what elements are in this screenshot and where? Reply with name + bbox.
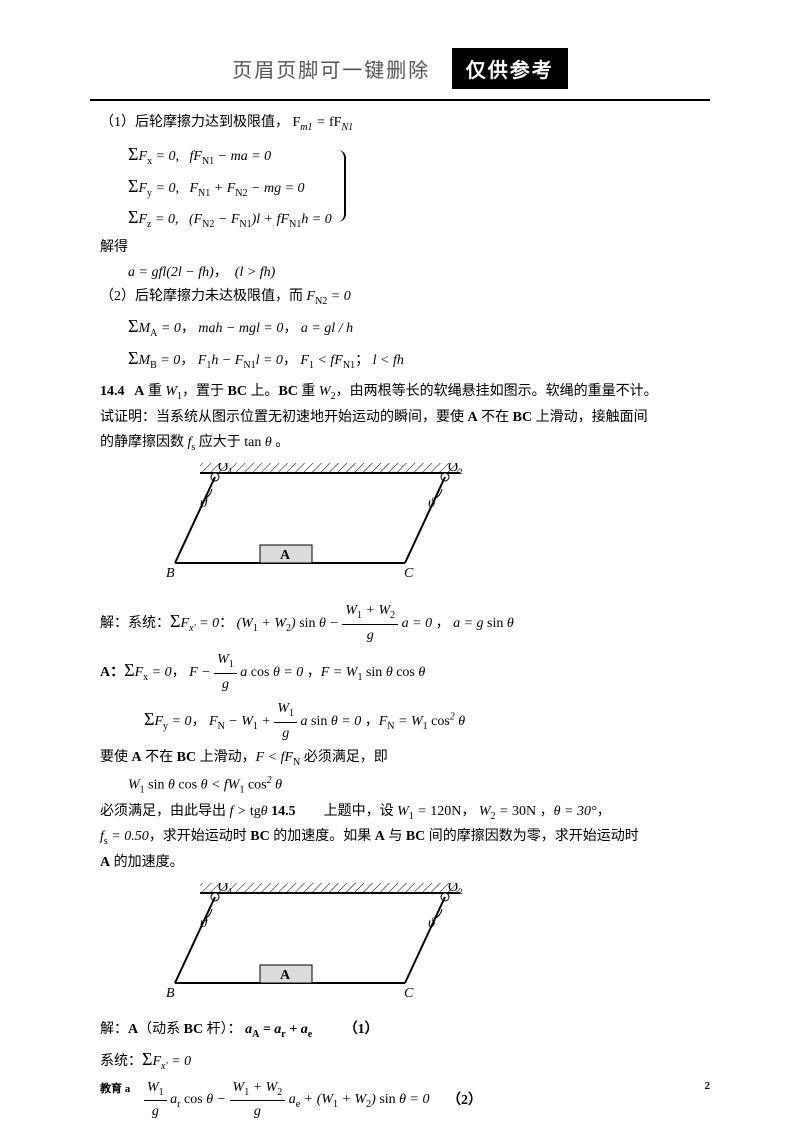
- header-badge: 仅供参考: [452, 48, 568, 89]
- figure-14-4: A ϑ ϑ O₁ O₂ B C: [160, 463, 490, 583]
- eq-tag-1: （1）: [344, 1022, 379, 1037]
- p144-A-fy: ΣFy = 0， FN − W1 + W1g a sin θ = 0 ，FN =…: [100, 698, 710, 745]
- svg-text:O₂: O₂: [448, 883, 463, 895]
- text: （2）后轮摩擦力未达极限值，而: [100, 289, 303, 304]
- svg-text:B: B: [166, 566, 175, 581]
- brace-icon: [338, 150, 346, 222]
- eq-fy: ΣFy = 0, FN1 + FN2 − mg = 0: [128, 172, 332, 202]
- page-content: （1）后轮摩擦力达到极限值， Fm1 = fFN1 ΣFx = 0, fFN1 …: [100, 110, 710, 1126]
- p144-intro: 14.4 A 重 W1，置于 BC 上。BC 重 W2，由两根等长的软绳悬挂如图…: [100, 381, 710, 455]
- svg-text:A: A: [280, 968, 291, 983]
- eq-mb: ΣMB = 0， F1h − FN1l = 0， F1 < fFN1； l < …: [100, 344, 710, 374]
- sec1-line1: （1）后轮摩擦力达到极限值， Fm1 = fFN1: [100, 112, 710, 136]
- svg-text:A: A: [280, 548, 291, 563]
- equation: Fm1 = fFN1: [293, 115, 354, 130]
- svg-text:B: B: [166, 986, 175, 1001]
- eq-fx: ΣFx = 0, fFN1 − ma = 0: [128, 140, 332, 170]
- p144-sys: 解：系统：ΣFx' = 0： (W1 + W2) sin θ − W1 + W2…: [100, 600, 710, 647]
- svg-text:C: C: [404, 566, 414, 581]
- sec1-line2: （2）后轮摩擦力未达极限值，而 FN2 = 0: [100, 286, 710, 310]
- p144-cond3: W1 sin θ cos θ < fW1 cos2 θ: [100, 773, 710, 798]
- text: （1）后轮摩擦力达到极限值，: [100, 115, 289, 130]
- svg-text:ϑ: ϑ: [200, 916, 208, 931]
- svg-text:ϑ: ϑ: [428, 916, 436, 931]
- figure-14-5: A ϑ ϑ O₁ O₂ B C: [160, 883, 490, 1003]
- p145-line3: A 的加速度。: [100, 852, 710, 874]
- p145-sys: 系统：ΣFx' = 0: [100, 1045, 710, 1075]
- footer-page-number: 2: [705, 1080, 711, 1096]
- p144-A-fx: A：ΣFx = 0， F − W1g a cos θ = 0 ，F = W1 s…: [100, 649, 710, 696]
- header-title: 页眉页脚可一键删除: [232, 54, 430, 83]
- p145-line2: fs = 0.50，求开始运动时 BC 的加速度。如果 A 与 BC 间的摩擦因…: [100, 826, 710, 850]
- footer-left: 教育 a: [100, 1080, 130, 1096]
- p144-cond1: 要使 A 不在 BC 上滑动，F < fFN 必须满足，即: [100, 747, 710, 771]
- svg-text:O₁: O₁: [218, 883, 233, 895]
- page-footer: 教育 a 2: [100, 1080, 710, 1096]
- svg-text:ϑ: ϑ: [200, 496, 208, 511]
- solved-label: 解得: [100, 237, 710, 259]
- svg-text:O₂: O₂: [448, 463, 463, 475]
- svg-text:ϑ: ϑ: [428, 496, 436, 511]
- equation: FN2 = 0: [307, 289, 351, 304]
- p145-sol: 解：A（动系 BC 杆）： aA = ar + ae （1）: [100, 1019, 710, 1043]
- svg-text:C: C: [404, 986, 414, 1001]
- p144-cond4: 必须满足，由此导出 f > tgθ 14.5 上题中，设 W1 = 120N， …: [100, 801, 710, 825]
- svg-text:O₁: O₁: [218, 463, 233, 475]
- eq-ma: ΣMA = 0， mah − mgl = 0， a = gl / h: [100, 312, 710, 342]
- sec1-eq-group: ΣFx = 0, fFN1 − ma = 0 ΣFy = 0, FN1 + FN…: [100, 138, 710, 235]
- eq-fz: ΣFz = 0, (FN2 − FN1)l + fFN1h = 0: [128, 203, 332, 233]
- header-rule: [90, 99, 710, 101]
- page-header: 页眉页脚可一键删除 仅供参考: [0, 48, 800, 101]
- eq-a1: a = gfl(2l − fh)， (l > fh): [100, 262, 710, 284]
